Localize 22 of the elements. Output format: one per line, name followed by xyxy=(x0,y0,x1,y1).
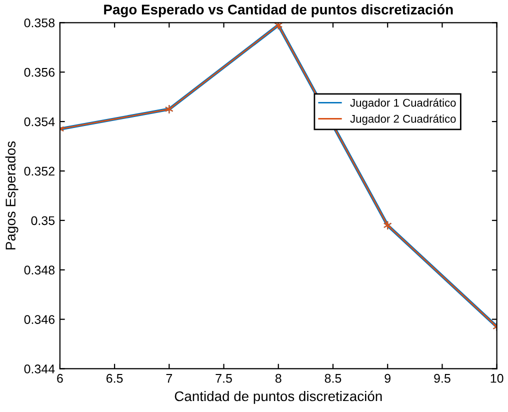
x-tick-label: 6 xyxy=(57,374,63,383)
x-tick-label: 8.5 xyxy=(324,374,342,383)
x-tick-label: 9.5 xyxy=(434,374,450,383)
x-tick-label: 10 xyxy=(490,374,504,383)
x-tick-label: 6.5 xyxy=(106,374,123,383)
chart-title: Pago Esperado vs Cantidad de puntos discretización xyxy=(104,4,453,18)
y-tick-label: 0.358 xyxy=(24,18,55,28)
y-axis-title: Pagos Esperados xyxy=(5,141,18,250)
y-tick-label: 0.354 xyxy=(24,117,55,126)
x-tick-label: 9 xyxy=(384,374,390,383)
x-tick-label: 8 xyxy=(275,374,282,383)
y-tick-label: 0.356 xyxy=(24,68,55,77)
x-axis-title: Cantidad de puntos discretización xyxy=(174,390,382,404)
y-tick-label: 0.35 xyxy=(31,216,55,226)
y-tick-label: 0.352 xyxy=(24,166,54,176)
legend-label: Jugador 1 Cuadrático xyxy=(350,98,456,109)
x-tick-label: 7.5 xyxy=(216,374,232,383)
y-tick-label: 0.344 xyxy=(24,364,55,374)
legend-label: Jugador 2 Cuadrático xyxy=(350,114,456,125)
y-tick-label: 0.348 xyxy=(24,266,55,275)
x-tick-label: 7 xyxy=(166,374,172,383)
y-tick-label: 0.346 xyxy=(24,315,55,324)
